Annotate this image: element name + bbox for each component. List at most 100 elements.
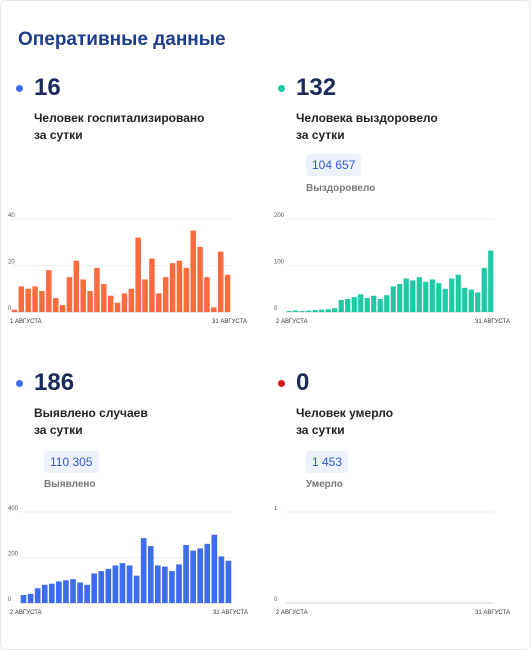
bar xyxy=(142,279,148,312)
desc-line: Человек госпитализировано xyxy=(34,111,205,125)
stat-description: Человек умерло за сутки xyxy=(296,405,393,439)
desc-line: Выявлено случаев xyxy=(34,406,148,420)
bar xyxy=(107,295,114,312)
bar xyxy=(332,308,338,312)
bar xyxy=(66,277,73,312)
bar xyxy=(293,310,299,312)
bar xyxy=(351,297,357,312)
bar xyxy=(429,279,435,312)
total-badge: 110 305 xyxy=(44,451,99,473)
x-start-label: 2 АВГУСТА xyxy=(276,319,308,325)
bar xyxy=(462,287,468,312)
x-end-label: 31 АВГУСТА xyxy=(213,610,248,616)
bar xyxy=(128,288,135,312)
bar xyxy=(299,311,305,312)
bar xyxy=(98,571,105,603)
desc-line: Человек умерло xyxy=(296,406,394,420)
bar xyxy=(112,565,119,603)
stat-block-hospitalized: 16 Человек госпитализировано за сутки xyxy=(16,74,256,142)
bar xyxy=(59,305,66,312)
bar xyxy=(20,595,27,603)
stat-block-detected: 186 Выявлено случаев за сутки 110 305 Вы… xyxy=(16,369,256,490)
bar xyxy=(211,307,217,312)
bar xyxy=(176,260,183,312)
bar xyxy=(183,267,190,312)
bar xyxy=(442,288,448,312)
bar xyxy=(84,584,90,603)
bar xyxy=(135,237,141,312)
bar xyxy=(87,291,93,312)
x-start-label: 2 АВГУСТА xyxy=(276,610,308,616)
bar xyxy=(91,573,98,603)
page-title: Оперативные данные xyxy=(18,29,226,50)
bar xyxy=(162,566,168,603)
bar xyxy=(154,565,161,603)
stat-value: 16 xyxy=(34,74,61,101)
bar xyxy=(77,582,83,603)
bar xyxy=(423,281,429,312)
bar xyxy=(397,284,403,312)
bar xyxy=(39,291,45,312)
bar xyxy=(46,270,52,312)
bar xyxy=(101,284,107,312)
bar xyxy=(455,274,461,312)
x-start-label: 2 АВГУСТА xyxy=(10,610,42,616)
bar xyxy=(73,260,80,312)
bar xyxy=(364,298,370,312)
bar xyxy=(105,568,112,603)
bar xyxy=(18,286,25,312)
y-tick-label: 400 xyxy=(8,506,19,512)
bar xyxy=(140,538,147,603)
bar xyxy=(169,571,175,603)
bar xyxy=(190,550,196,603)
bar xyxy=(211,534,218,603)
bar xyxy=(121,293,128,312)
bar xyxy=(183,544,189,603)
bar xyxy=(197,246,203,312)
total-label: Выявлено xyxy=(44,479,96,490)
bar xyxy=(338,299,344,312)
bar xyxy=(147,546,154,603)
bar xyxy=(384,295,390,312)
dot-icon xyxy=(16,85,23,92)
x-end-label: 31 АВГУСТА xyxy=(475,319,510,325)
bar xyxy=(32,286,38,312)
bar xyxy=(114,302,121,312)
stat-description: Человека выздоровело за сутки xyxy=(296,110,438,144)
bar xyxy=(25,288,31,312)
bar xyxy=(126,565,133,603)
y-tick-label: 0 xyxy=(274,597,278,603)
bar xyxy=(481,267,487,312)
bar xyxy=(119,563,126,603)
dot-icon xyxy=(278,85,285,92)
bar xyxy=(377,298,383,312)
bar xyxy=(224,274,231,312)
bar xyxy=(218,556,225,603)
bar xyxy=(358,294,364,312)
desc-line: за сутки xyxy=(296,128,345,142)
bar xyxy=(371,295,377,312)
y-tick-label: 40 xyxy=(8,213,15,219)
stat-value: 0 xyxy=(296,369,310,396)
bar xyxy=(149,258,155,312)
total-label: Выздоровело xyxy=(306,183,376,194)
x-start-label: 1 АВГУСТА xyxy=(10,319,42,325)
bar xyxy=(286,311,292,312)
bar xyxy=(162,277,169,312)
x-end-label: 31 АВГУСТА xyxy=(212,319,247,325)
bar xyxy=(197,548,204,603)
bar xyxy=(41,584,48,603)
chart-deaths: 0 1 2 АВГУСТА 31 АВГУСТА xyxy=(274,506,510,616)
y-tick-label: 0 xyxy=(8,306,12,312)
bar xyxy=(416,277,422,312)
desc-line: за сутки xyxy=(34,128,83,142)
desc-line: за сутки xyxy=(34,423,83,437)
bar xyxy=(11,309,18,312)
dot-icon xyxy=(16,380,23,387)
stat-block-recovered: 132 Человека выздоровело за сутки 104 65… xyxy=(278,74,518,194)
y-tick-label: 100 xyxy=(274,260,285,266)
y-tick-label: 1 xyxy=(274,506,278,512)
total-badge: 1 453 xyxy=(306,451,349,473)
bar xyxy=(306,310,312,312)
bar xyxy=(48,583,55,603)
